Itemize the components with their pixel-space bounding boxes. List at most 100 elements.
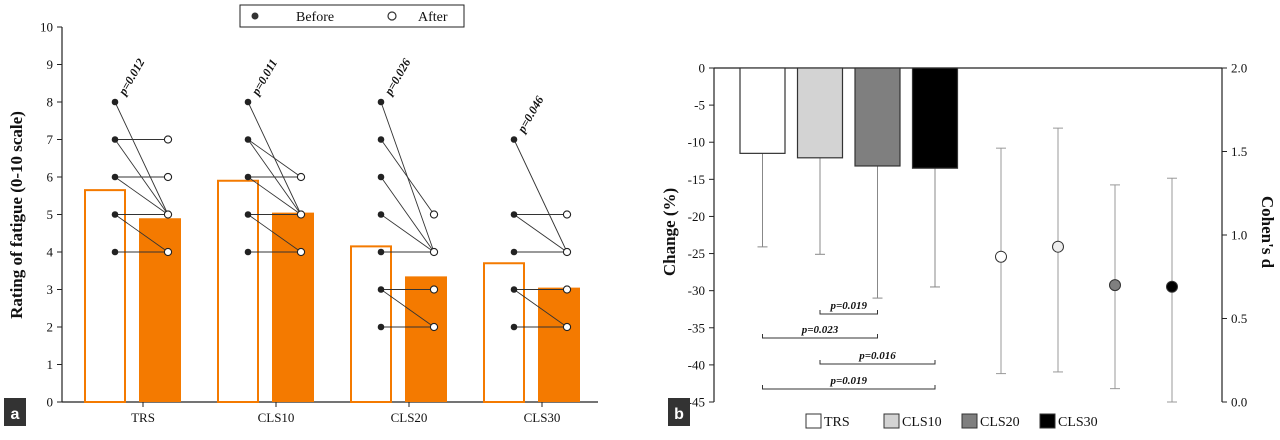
panel-b-comparisons: p=0.019 p=0.023 p=0.016 p=0.019 xyxy=(762,300,936,390)
participant-line xyxy=(247,139,302,178)
legend-label: TRS xyxy=(824,415,850,430)
after-point xyxy=(163,135,173,144)
cohens-d-point xyxy=(1052,240,1064,253)
participant-line xyxy=(380,214,435,253)
before-bar xyxy=(84,189,126,403)
after-point xyxy=(163,210,173,219)
before-bar xyxy=(350,245,392,403)
after-point xyxy=(163,247,173,257)
panel-a-xtick-label: TRS xyxy=(131,410,155,425)
panel-a-ytick-label: 1 xyxy=(47,357,54,372)
panel-b-y2tick-label: 1.0 xyxy=(1231,228,1247,243)
participant-line xyxy=(247,214,302,253)
before-point xyxy=(111,248,119,256)
panel-b-cohens-d xyxy=(995,127,1178,403)
after-point xyxy=(562,322,572,332)
before-point xyxy=(244,248,252,256)
comparison-p-value: p=0.016 xyxy=(858,350,896,362)
panel-b-y2ticks: 0.0 0.5 1.0 1.5 2.0 xyxy=(1222,61,1247,410)
comparison-bracket xyxy=(819,310,878,315)
panel-a-ytick-label: 5 xyxy=(47,207,54,222)
before-point xyxy=(111,173,119,181)
panel-a-legend: Before After xyxy=(239,4,465,28)
before-point xyxy=(377,211,385,218)
panel-a-xtick-label: CLS10 xyxy=(258,410,295,425)
before-point xyxy=(244,173,252,181)
legend-after-label: After xyxy=(418,10,448,25)
after-point xyxy=(562,285,572,294)
legend-swatch xyxy=(1039,413,1056,429)
after-bar xyxy=(405,276,447,402)
before-point xyxy=(244,211,252,218)
before-point xyxy=(510,286,518,293)
before-point xyxy=(377,98,385,106)
after-point xyxy=(163,172,173,182)
panel-a-ytick-label: 2 xyxy=(47,320,54,335)
participant-line xyxy=(380,289,435,328)
panel-a-xtick-label: CLS20 xyxy=(391,410,428,425)
before-bar xyxy=(217,179,259,403)
panel-b-y2tick-label: 1.5 xyxy=(1231,144,1247,159)
participant-line xyxy=(513,289,568,328)
panel-b-y2label: Cohen's d xyxy=(1258,196,1277,269)
participant-line xyxy=(247,176,302,215)
legend-label: CLS10 xyxy=(902,415,942,430)
after-point xyxy=(429,285,439,294)
comparison-p-value: p=0.019 xyxy=(829,300,867,312)
after-point xyxy=(429,210,439,219)
panel-a-ytick-label: 3 xyxy=(47,282,54,297)
panel-b-ytick-label: -5 xyxy=(694,98,705,113)
panel-b-bars xyxy=(739,67,959,299)
legend-before-marker xyxy=(251,12,259,20)
participant-line xyxy=(114,101,169,215)
panel-a-xlabels: TRS CLS10 CLS20 CLS30 xyxy=(131,402,560,425)
before-point xyxy=(377,286,385,293)
panel-b-ytick-label: -20 xyxy=(688,209,705,224)
p-value-label: p=0.046 xyxy=(514,93,547,135)
before-point xyxy=(377,323,385,331)
panel-b-ytick-label: -10 xyxy=(688,135,705,150)
after-point xyxy=(429,247,439,257)
after-point xyxy=(562,247,572,257)
comparison-bracket xyxy=(819,360,936,365)
cohens-d-point xyxy=(1109,279,1121,292)
change-bar xyxy=(796,67,844,159)
after-point xyxy=(296,210,306,219)
after-bar xyxy=(538,287,580,402)
panel-a-ytick-label: 9 xyxy=(47,57,54,72)
before-point xyxy=(377,136,385,143)
panel-b-badge xyxy=(668,398,690,426)
panel-b-badge-letter: b xyxy=(674,406,684,423)
panel-a-ytick-label: 8 xyxy=(47,95,54,110)
before-point xyxy=(377,173,385,181)
comparison-p-value: p=0.019 xyxy=(829,375,867,387)
panel-b-ytick-label: 0 xyxy=(699,61,706,76)
panel-a-xtick-label: CLS30 xyxy=(524,410,561,425)
before-bar xyxy=(483,262,525,403)
legend-label: CLS30 xyxy=(1058,415,1098,430)
change-bar xyxy=(911,67,959,169)
after-point xyxy=(296,172,306,182)
comparison-p-value: p=0.023 xyxy=(801,324,839,336)
panel-a-ytick-label: 4 xyxy=(47,245,54,260)
before-point xyxy=(510,323,518,331)
panel-b-ytick-label: -15 xyxy=(688,172,705,187)
before-point xyxy=(111,211,119,218)
cohens-d-point xyxy=(995,250,1007,263)
panel-b-y2tick-label: 0.0 xyxy=(1231,395,1247,410)
panel-a: Rating of fatigue (0-10 scale) 0 1 2 3 4 5 6 7 8… xyxy=(4,4,598,426)
legend-box xyxy=(239,4,465,28)
panel-b-ytick-label: -45 xyxy=(688,395,705,410)
before-point xyxy=(377,248,385,256)
panel-a-ytick-label: 0 xyxy=(47,395,54,410)
cohens-d-point xyxy=(1166,280,1178,293)
panel-a-badge xyxy=(4,398,26,426)
change-bar xyxy=(739,67,786,154)
participant-line xyxy=(114,176,169,215)
before-point xyxy=(111,136,119,143)
panel-b-y2tick-label: 0.5 xyxy=(1231,311,1247,326)
participant-line xyxy=(380,139,435,215)
participant-line xyxy=(513,139,568,253)
participant-line xyxy=(513,214,568,253)
